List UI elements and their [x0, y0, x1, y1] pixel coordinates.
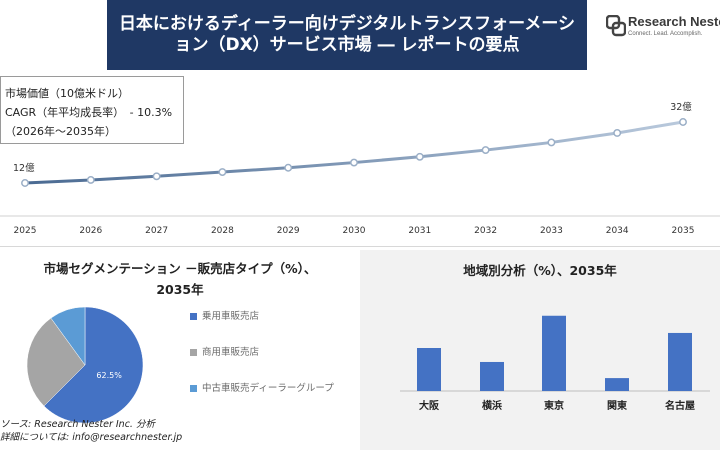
source-line: ソース: Research Nester Inc. 分析 [0, 419, 155, 430]
bar-1 [480, 361, 504, 391]
regional-title: 地域別分析（%）、2035年 [463, 263, 617, 278]
x-tick-label-2025: 2025 [14, 226, 37, 236]
data-point-2025 [21, 179, 29, 187]
regional-bar-chart: 大阪 横浜 東京 関東 名古屋 [400, 315, 710, 412]
x-tick-label-2028: 2028 [211, 226, 234, 236]
logo-name: Research Nester [628, 14, 720, 29]
info-cagr: CAGR（年平均成長率） - 10.3% [5, 106, 173, 119]
legend-label-2: 中古車販売ディーラーグループ [202, 383, 334, 394]
data-point-2034 [613, 129, 622, 137]
data-point-2026 [86, 176, 95, 184]
x-tick-label-2032: 2032 [474, 226, 497, 236]
pie-data-label-0: 62.5% [96, 371, 122, 380]
source-note: ソース: Research Nester Inc. 分析 詳細については: in… [0, 418, 182, 444]
bar-4 [668, 332, 692, 391]
data-point-2027 [152, 172, 161, 181]
dealer-type-pie-chart: 62.5% [26, 306, 144, 424]
x-tick-label-2029: 2029 [277, 226, 300, 236]
x-tick-label-2035: 2035 [672, 226, 695, 236]
bar-category-label-3: 関東 [607, 399, 627, 412]
logo-icon [606, 15, 626, 37]
pie-slice-2 [50, 306, 86, 366]
report-title: 日本におけるディーラー向けデジタルトランスフォーメーション（DX）サービス市場 … [118, 14, 576, 55]
legend-label-0: 乗用車販売店 [202, 311, 260, 322]
x-tick-label-2033: 2033 [540, 226, 563, 236]
data-point-2033 [547, 138, 556, 147]
data-point-2031 [415, 152, 424, 161]
segmentation-panel: 市場セグメンテーション －販売店タイプ（%）、2035年 62.5% 乗用車販売… [0, 250, 345, 450]
section-divider [0, 246, 720, 247]
bar-3 [605, 378, 629, 391]
data-point-2032 [481, 146, 490, 155]
x-tick-label-2026: 2026 [79, 226, 102, 236]
legend-item-2: 中古車販売ディーラーグループ [190, 382, 340, 396]
research-nester-logo: Research Nester Connect. Lead. Accomplis… [606, 12, 720, 42]
pie-slice-0 [43, 306, 144, 424]
legend-swatch-1 [190, 349, 197, 356]
x-tick-label-2030: 2030 [343, 226, 366, 236]
x-tick-label-2027: 2027 [145, 226, 168, 236]
legend-label-1: 商用車販売店 [202, 347, 260, 358]
bar-0 [417, 348, 441, 391]
x-tick-label-2034: 2034 [606, 226, 629, 236]
bar-2 [542, 315, 566, 391]
legend-swatch-0 [190, 313, 197, 320]
regional-panel: 地域別分析（%）、2035年 大阪 横浜 東京 関東 名古屋 [360, 250, 720, 450]
legend-item-1: 商用車販売店 [190, 346, 340, 360]
info-period: （2026年～2035年） [5, 125, 116, 138]
data-point-2028 [218, 168, 227, 176]
market-value-line-chart: 2025 2026 2027 2028 2029 2030 2031 2032 2033 2034… [0, 101, 720, 236]
legend-item-0: 乗用車販売店 [190, 310, 340, 324]
bar-category-label-0: 大阪 [419, 399, 440, 412]
contact-line: 詳細については: info@researchnester.jp [0, 432, 183, 443]
bar-category-label-2: 東京 [544, 399, 564, 412]
segmentation-title: 市場セグメンテーション －販売店タイプ（%）、2035年 [43, 261, 317, 297]
data-point-2029 [284, 163, 293, 172]
pie-slice-1 [26, 317, 86, 407]
x-tick-label-2031: 2031 [408, 226, 431, 236]
legend-swatch-2 [190, 385, 197, 392]
report-title-banner: 日本におけるディーラー向けデジタルトランスフォーメーション（DX）サービス市場 … [107, 0, 587, 70]
info-market-value: 市場価値（10億米ドル） [5, 87, 129, 100]
bar-category-label-1: 横浜 [482, 399, 502, 412]
pie-legend: 乗用車販売店 商用車販売店中古車販売ディーラーグループ [190, 310, 340, 418]
data-point-2030 [350, 158, 358, 167]
data-label-first: 12億 [13, 162, 35, 174]
market-info-box: 市場価値（10億米ドル） CAGR（年平均成長率） - 10.3% （2026年… [0, 76, 184, 144]
logo-tagline: Connect. Lead. Accomplish. [628, 31, 703, 37]
data-point-2035 [679, 118, 687, 126]
bar-category-label-4: 名古屋 [665, 399, 695, 412]
data-label-last: 32億 [670, 101, 692, 113]
